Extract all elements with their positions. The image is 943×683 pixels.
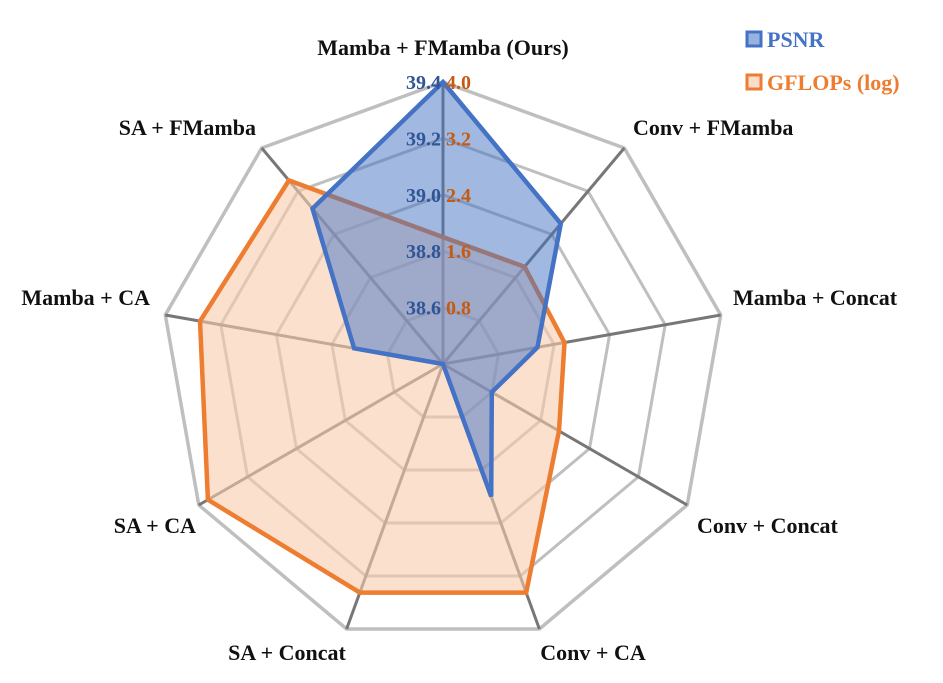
- tick-label-gflops-2: 1.6: [446, 241, 471, 263]
- tick-labels: 38.6 0.8 38.8 1.6 39.0 2.4 39.2 3.2 39.4 4.0: [406, 72, 471, 320]
- tick-label-psnr-4: 39.2: [406, 128, 441, 150]
- category-label-sa-ca: SA + CA: [114, 513, 196, 538]
- category-label-sa-concat: SA + Concat: [228, 640, 346, 665]
- legend-item-psnr: PSNR: [745, 27, 826, 52]
- category-label-conv-ca: Conv + CA: [540, 640, 646, 665]
- tick-label-psnr-2: 38.8: [406, 241, 441, 263]
- legend-item-gflops-log: GFLOPs (log): [745, 70, 900, 95]
- tick-label-gflops-3: 2.4: [446, 185, 471, 207]
- category-label-conv-fmamba: Conv + FMamba: [633, 115, 793, 140]
- tick-label-psnr-5: 39.4: [406, 72, 441, 94]
- series-psnr: [309, 78, 564, 498]
- tick-label-gflops-1: 0.8: [446, 298, 471, 320]
- legend-swatch-psnr: [745, 30, 763, 48]
- series-layer: [197, 78, 567, 595]
- grid-ring-5: [163, 80, 723, 631]
- category-label-mamba-fmamba-ours: Mamba + FMamba (Ours): [317, 35, 568, 60]
- category-labels: Mamba + FMamba (Ours) Conv + FMamba Mamba …: [21, 35, 897, 665]
- legend-label-gflops-log: GFLOPs (log): [767, 70, 900, 95]
- category-label-conv-concat: Conv + Concat: [697, 513, 839, 538]
- category-label-mamba-concat: Mamba + Concat: [733, 285, 898, 310]
- legend-swatch-gflops-log: [745, 73, 763, 91]
- tick-label-gflops-5: 4.0: [446, 72, 471, 94]
- legend-label-psnr: PSNR: [767, 27, 826, 52]
- tick-label-gflops-4: 3.2: [446, 128, 471, 150]
- category-label-sa-fmamba: SA + FMamba: [119, 115, 256, 140]
- tick-label-psnr-3: 39.0: [406, 185, 441, 207]
- legend: PSNR GFLOPs (log): [745, 27, 900, 95]
- tick-label-psnr-1: 38.6: [406, 298, 441, 320]
- category-label-mamba-ca: Mamba + CA: [21, 285, 150, 310]
